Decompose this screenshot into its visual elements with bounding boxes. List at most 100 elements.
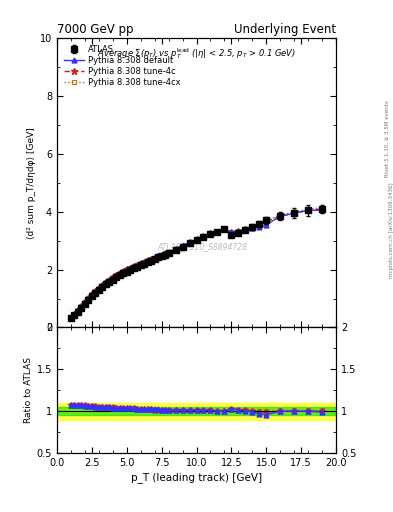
Pythia 8.308 tune-4c: [131, 263, 136, 269]
Pythia 8.308 tune-4cx: [222, 226, 227, 232]
Pythia 8.308 default: [194, 236, 199, 242]
Pythia 8.308 tune-4cx: [86, 295, 91, 301]
Pythia 8.308 default: [236, 228, 241, 234]
Pythia 8.308 tune-4cx: [135, 262, 140, 268]
Pythia 8.308 tune-4c: [152, 254, 157, 261]
Pythia 8.308 tune-4cx: [138, 260, 143, 266]
Legend: ATLAS, Pythia 8.308 default, Pythia 8.308 tune-4c, Pythia 8.308 tune-4cx: ATLAS, Pythia 8.308 default, Pythia 8.30…: [61, 42, 183, 90]
Pythia 8.308 tune-4cx: [124, 266, 129, 272]
Text: Average $\Sigma$(p$_T$) vs p$_T^{\rm lead}$ (|$\eta$| < 2.5, p$_T$ > 0.1 GeV): Average $\Sigma$(p$_T$) vs p$_T^{\rm lea…: [97, 46, 296, 60]
Pythia 8.308 tune-4cx: [201, 233, 206, 239]
Pythia 8.308 default: [128, 265, 132, 271]
Pythia 8.308 default: [278, 213, 283, 219]
Pythia 8.308 tune-4c: [194, 236, 199, 242]
Pythia 8.308 tune-4c: [250, 224, 255, 230]
Pythia 8.308 tune-4cx: [131, 263, 136, 269]
Pythia 8.308 default: [159, 251, 164, 258]
Pythia 8.308 tune-4c: [306, 207, 310, 214]
Pythia 8.308 default: [250, 225, 255, 231]
Pythia 8.308 tune-4cx: [72, 311, 77, 317]
Pythia 8.308 default: [97, 285, 101, 291]
Pythia 8.308 tune-4c: [264, 219, 269, 225]
Pythia 8.308 tune-4c: [142, 259, 147, 265]
Pythia 8.308 tune-4c: [163, 250, 167, 256]
Pythia 8.308 default: [264, 222, 269, 228]
Pythia 8.308 tune-4c: [83, 299, 87, 305]
Pythia 8.308 default: [229, 229, 234, 235]
Pythia 8.308 tune-4c: [97, 285, 101, 291]
Pythia 8.308 tune-4c: [114, 272, 119, 279]
Bar: [57, 407, 336, 415]
Pythia 8.308 tune-4cx: [159, 251, 164, 258]
Bar: [57, 403, 336, 420]
Pythia 8.308 tune-4cx: [100, 282, 105, 288]
Pythia 8.308 default: [166, 249, 171, 255]
Pythia 8.308 default: [138, 260, 143, 266]
Pythia 8.308 default: [72, 311, 77, 317]
Pythia 8.308 default: [90, 291, 94, 297]
Pythia 8.308 tune-4cx: [180, 243, 185, 249]
Pythia 8.308 default: [208, 230, 213, 237]
Pythia 8.308 tune-4cx: [278, 212, 283, 218]
Pythia 8.308 tune-4c: [187, 240, 192, 246]
Pythia 8.308 default: [163, 250, 167, 256]
Pythia 8.308 default: [114, 272, 119, 279]
Pythia 8.308 tune-4c: [93, 288, 98, 294]
Pythia 8.308 tune-4c: [229, 229, 234, 235]
Pythia 8.308 tune-4c: [201, 233, 206, 239]
Pythia 8.308 tune-4c: [320, 206, 325, 212]
Pythia 8.308 default: [173, 246, 178, 252]
Pythia 8.308 default: [306, 207, 310, 214]
Pythia 8.308 tune-4cx: [114, 272, 119, 279]
Pythia 8.308 tune-4c: [149, 255, 154, 262]
Pythia 8.308 tune-4c: [257, 222, 262, 228]
Pythia 8.308 default: [292, 210, 297, 217]
Pythia 8.308 tune-4c: [135, 262, 140, 268]
Pythia 8.308 default: [100, 282, 105, 288]
Pythia 8.308 tune-4c: [100, 282, 105, 288]
Pythia 8.308 tune-4c: [222, 226, 227, 232]
Pythia 8.308 default: [201, 233, 206, 239]
Pythia 8.308 tune-4cx: [236, 228, 241, 234]
Pythia 8.308 tune-4cx: [166, 249, 171, 255]
Pythia 8.308 tune-4cx: [306, 206, 310, 212]
Pythia 8.308 tune-4c: [243, 226, 248, 232]
Pythia 8.308 tune-4cx: [83, 299, 87, 305]
Pythia 8.308 tune-4cx: [173, 246, 178, 252]
Pythia 8.308 tune-4cx: [90, 291, 94, 297]
Pythia 8.308 tune-4cx: [229, 229, 234, 235]
Pythia 8.308 tune-4c: [278, 213, 283, 219]
Pythia 8.308 tune-4c: [292, 210, 297, 217]
Pythia 8.308 tune-4c: [236, 228, 241, 234]
Pythia 8.308 default: [131, 263, 136, 269]
Pythia 8.308 tune-4cx: [118, 270, 122, 276]
Pythia 8.308 default: [152, 254, 157, 260]
Y-axis label: Ratio to ATLAS: Ratio to ATLAS: [24, 357, 33, 423]
Pythia 8.308 default: [142, 259, 147, 265]
Pythia 8.308 default: [135, 262, 140, 268]
Pythia 8.308 default: [107, 276, 112, 283]
Text: mcplots.cern.ch [arXiv:1306.3436]: mcplots.cern.ch [arXiv:1306.3436]: [389, 183, 393, 278]
Pythia 8.308 tune-4cx: [257, 221, 262, 227]
Pythia 8.308 default: [156, 252, 160, 259]
Pythia 8.308 tune-4cx: [243, 226, 248, 232]
Pythia 8.308 tune-4cx: [110, 274, 115, 281]
Line: Pythia 8.308 tune-4cx: Pythia 8.308 tune-4cx: [68, 205, 325, 320]
Pythia 8.308 default: [320, 207, 325, 213]
Text: Rivet 3.1.10, ≥ 3.5M events: Rivet 3.1.10, ≥ 3.5M events: [385, 100, 389, 177]
X-axis label: p_T (leading track) [GeV]: p_T (leading track) [GeV]: [131, 472, 262, 483]
Pythia 8.308 tune-4cx: [152, 254, 157, 261]
Pythia 8.308 tune-4c: [180, 243, 185, 249]
Pythia 8.308 tune-4cx: [93, 288, 98, 294]
Pythia 8.308 tune-4c: [208, 230, 213, 237]
Pythia 8.308 default: [75, 307, 80, 313]
Pythia 8.308 default: [124, 266, 129, 272]
Pythia 8.308 tune-4cx: [149, 255, 154, 262]
Line: Pythia 8.308 tune-4c: Pythia 8.308 tune-4c: [68, 205, 325, 321]
Pythia 8.308 default: [121, 268, 126, 274]
Pythia 8.308 default: [222, 226, 227, 232]
Pythia 8.308 tune-4c: [110, 274, 115, 281]
Pythia 8.308 default: [79, 303, 84, 309]
Pythia 8.308 tune-4cx: [145, 257, 150, 263]
Pythia 8.308 tune-4c: [166, 249, 171, 255]
